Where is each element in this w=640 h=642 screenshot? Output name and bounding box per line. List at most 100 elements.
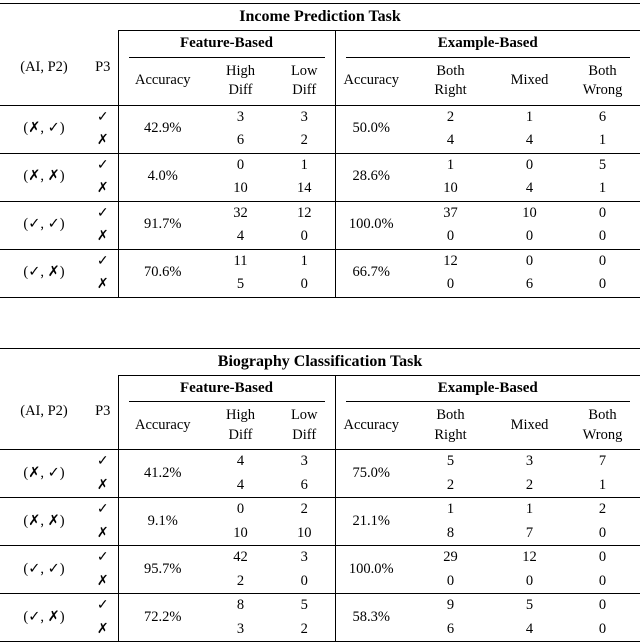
high-diff-header: High Diff xyxy=(207,402,274,450)
low-diff-value: 2 xyxy=(274,498,335,522)
p3-mark: ✓ xyxy=(88,498,118,522)
low-diff-value: 0 xyxy=(274,225,335,249)
example-accuracy-value: 58.3% xyxy=(335,594,407,642)
p3-mark: ✗ xyxy=(88,129,118,153)
both-wrong-value: 1 xyxy=(565,177,640,201)
high-diff-value: 8 xyxy=(207,594,274,618)
high-diff-value: 4 xyxy=(207,450,274,474)
both-right-value: 0 xyxy=(407,225,494,249)
example-accuracy-value: 100.0% xyxy=(335,546,407,594)
both-right-value: 2 xyxy=(407,105,494,129)
low-diff-value: 1 xyxy=(274,249,335,273)
low-diff-value: 0 xyxy=(274,570,335,594)
mixed-value: 2 xyxy=(494,474,565,498)
both-wrong-value: 2 xyxy=(565,498,640,522)
example-accuracy-value: 100.0% xyxy=(335,201,407,249)
high-diff-value: 32 xyxy=(207,201,274,225)
table-title-row: Income Prediction Task xyxy=(0,4,640,31)
low-diff-value: 10 xyxy=(274,522,335,546)
both-right-value: 8 xyxy=(407,522,494,546)
ai-p2-column-header: (AI, P2) xyxy=(0,31,88,106)
low-diff-value: 5 xyxy=(274,594,335,618)
biography-classification-table: Biography Classification Task (AI, P2) P… xyxy=(0,348,640,642)
both-wrong-value: 0 xyxy=(565,273,640,297)
both-wrong-value: 6 xyxy=(565,105,640,129)
p3-mark: ✗ xyxy=(88,273,118,297)
table-row: ✗ 4 0 0 0 0 xyxy=(0,225,640,249)
table-row: (✗, ✗) ✓ 9.1% 0 2 21.1% 1 1 2 xyxy=(0,498,640,522)
p3-mark: ✓ xyxy=(88,201,118,225)
both-wrong-header: Both Wrong xyxy=(565,58,640,106)
condition-label: (✓, ✗) xyxy=(0,249,88,297)
example-based-header: Example-Based xyxy=(335,375,640,402)
mixed-header: Mixed xyxy=(494,58,565,106)
feature-accuracy-value: 41.2% xyxy=(118,450,207,498)
both-wrong-value: 0 xyxy=(565,546,640,570)
low-diff-value: 0 xyxy=(274,273,335,297)
p3-mark: ✓ xyxy=(88,153,118,177)
mixed-value: 1 xyxy=(494,498,565,522)
p3-column-header: P3 xyxy=(88,31,118,106)
both-right-value: 1 xyxy=(407,498,494,522)
condition-label: (✗, ✓) xyxy=(0,450,88,498)
condition-label: (✗, ✗) xyxy=(0,498,88,546)
feature-accuracy-value: 70.6% xyxy=(118,249,207,297)
low-diff-value: 1 xyxy=(274,153,335,177)
mixed-value: 7 xyxy=(494,522,565,546)
table-title: Biography Classification Task xyxy=(0,348,640,375)
high-diff-value: 3 xyxy=(207,105,274,129)
mixed-value: 12 xyxy=(494,546,565,570)
both-wrong-value: 1 xyxy=(565,474,640,498)
both-right-value: 1 xyxy=(407,153,494,177)
mixed-value: 0 xyxy=(494,249,565,273)
both-wrong-value: 1 xyxy=(565,129,640,153)
mixed-value: 0 xyxy=(494,225,565,249)
p3-column-header: P3 xyxy=(88,375,118,450)
condition-label: (✓, ✗) xyxy=(0,594,88,642)
example-accuracy-header: Accuracy xyxy=(335,402,407,450)
low-diff-header: Low Diff xyxy=(274,58,335,106)
p3-mark: ✓ xyxy=(88,105,118,129)
table-row: ✗ 10 14 10 4 1 xyxy=(0,177,640,201)
table-row: (✗, ✓) ✓ 42.9% 3 3 50.0% 2 1 6 xyxy=(0,105,640,129)
high-diff-value: 10 xyxy=(207,522,274,546)
high-diff-value: 42 xyxy=(207,546,274,570)
example-based-header: Example-Based xyxy=(335,31,640,58)
low-diff-value: 2 xyxy=(274,129,335,153)
example-accuracy-value: 50.0% xyxy=(335,105,407,153)
low-diff-header: Low Diff xyxy=(274,402,335,450)
table-row: (✓, ✗) ✓ 72.2% 8 5 58.3% 9 5 0 xyxy=(0,594,640,618)
both-right-value: 37 xyxy=(407,201,494,225)
table-row: ✗ 6 2 4 4 1 xyxy=(0,129,640,153)
table-row: ✗ 5 0 0 6 0 xyxy=(0,273,640,297)
high-diff-value: 2 xyxy=(207,570,274,594)
p3-mark: ✗ xyxy=(88,225,118,249)
condition-label: (✗, ✗) xyxy=(0,153,88,201)
example-accuracy-value: 75.0% xyxy=(335,450,407,498)
p3-mark: ✓ xyxy=(88,546,118,570)
table-row: ✗ 10 10 8 7 0 xyxy=(0,522,640,546)
high-diff-value: 5 xyxy=(207,273,274,297)
mixed-value: 6 xyxy=(494,273,565,297)
both-right-value: 10 xyxy=(407,177,494,201)
both-right-header: Both Right xyxy=(407,402,494,450)
mixed-value: 0 xyxy=(494,570,565,594)
example-accuracy-value: 28.6% xyxy=(335,153,407,201)
low-diff-value: 12 xyxy=(274,201,335,225)
p3-mark: ✓ xyxy=(88,249,118,273)
table-row: (✗, ✗) ✓ 4.0% 0 1 28.6% 1 0 5 xyxy=(0,153,640,177)
table-row: ✗ 4 6 2 2 1 xyxy=(0,474,640,498)
mixed-value: 3 xyxy=(494,450,565,474)
table-title-row: Biography Classification Task xyxy=(0,348,640,375)
mixed-value: 0 xyxy=(494,153,565,177)
mixed-value: 1 xyxy=(494,105,565,129)
condition-label: (✓, ✓) xyxy=(0,546,88,594)
high-diff-value: 11 xyxy=(207,249,274,273)
low-diff-value: 6 xyxy=(274,474,335,498)
both-right-header: Both Right xyxy=(407,58,494,106)
feature-based-header: Feature-Based xyxy=(118,375,335,402)
both-right-value: 0 xyxy=(407,273,494,297)
low-diff-value: 3 xyxy=(274,105,335,129)
income-prediction-table: Income Prediction Task (AI, P2) P3 Featu… xyxy=(0,3,640,298)
